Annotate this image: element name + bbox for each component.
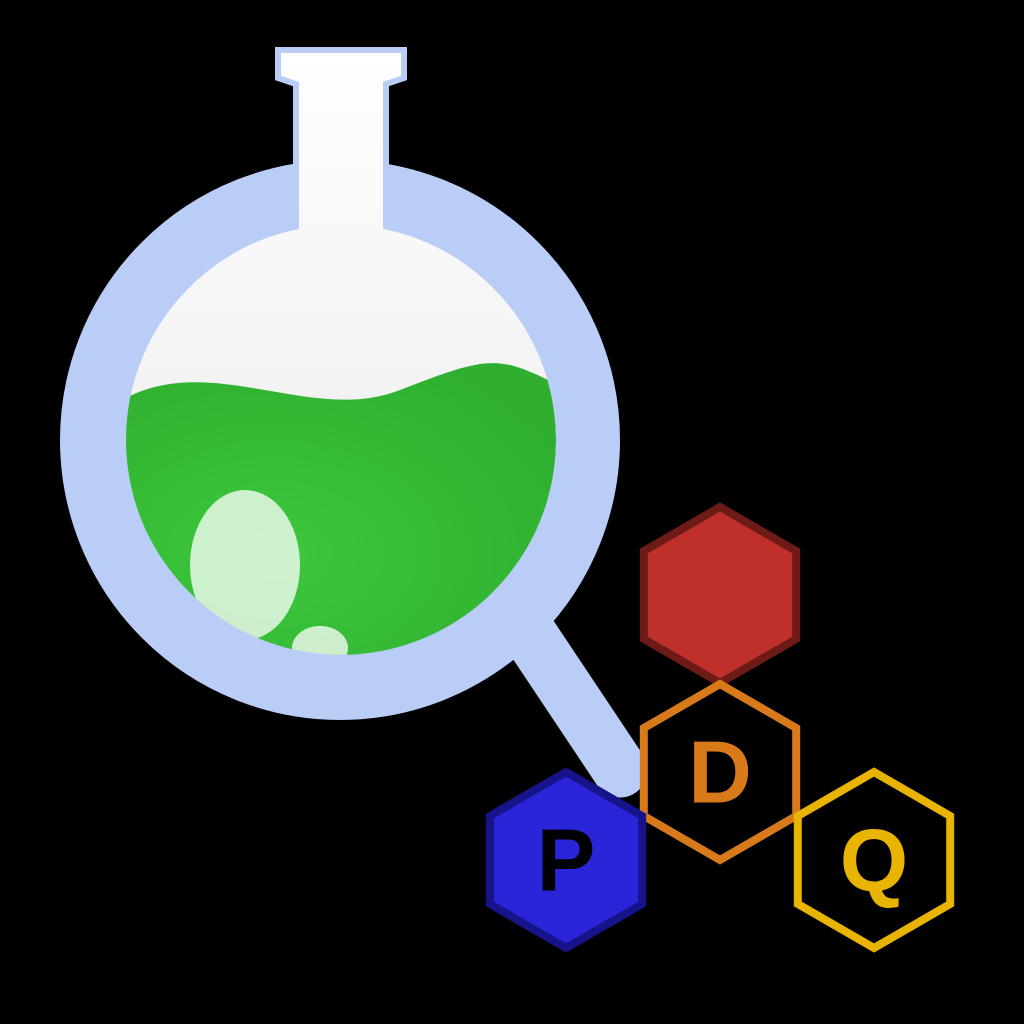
flask-icon [122,50,559,670]
logo-svg: DP Q [0,0,1024,1024]
hexagon-orange: D [644,684,796,860]
hex-label-yellow: Q [840,811,908,910]
hex-shape [644,507,796,683]
magnifier-handle [520,620,620,770]
hex-label-orange: D [688,723,752,822]
logo-graphic: DP Q [0,0,1024,1024]
hexagon-red [644,507,796,683]
hex-label-blue: P [537,811,596,910]
hexagon-blue: P [490,772,642,948]
hexagon-yellow: Q [798,772,950,948]
